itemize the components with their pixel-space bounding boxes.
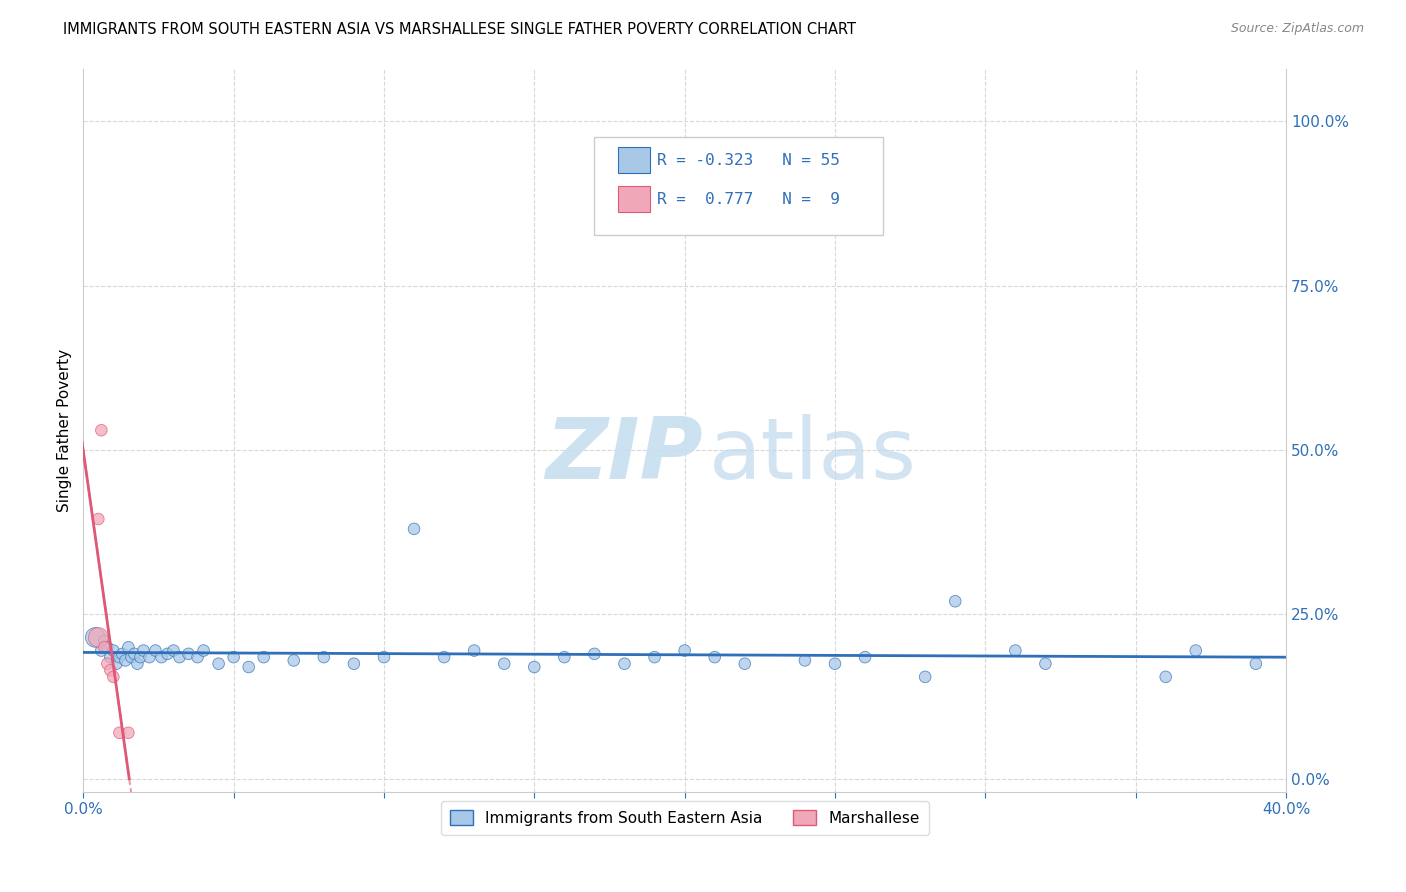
Point — [253, 650, 276, 665]
Point — [312, 650, 335, 665]
Point — [117, 725, 139, 739]
Y-axis label: Single Father Poverty: Single Father Poverty — [58, 349, 72, 512]
Point — [463, 643, 485, 657]
Point — [1154, 670, 1177, 684]
Point — [187, 650, 209, 665]
Point — [177, 647, 200, 661]
Text: Source: ZipAtlas.com: Source: ZipAtlas.com — [1230, 22, 1364, 36]
Point — [87, 631, 110, 645]
Point — [1004, 643, 1026, 657]
Point — [90, 643, 112, 657]
Point — [1184, 643, 1206, 657]
Point — [238, 660, 260, 674]
Point — [103, 643, 125, 657]
Point — [129, 650, 152, 665]
Point — [523, 660, 546, 674]
Point — [433, 650, 456, 665]
FancyBboxPatch shape — [595, 137, 883, 235]
FancyBboxPatch shape — [619, 147, 650, 173]
Point — [98, 650, 121, 665]
Point — [583, 647, 606, 661]
Point — [108, 725, 131, 739]
Point — [373, 650, 395, 665]
Point — [283, 653, 305, 667]
Point — [132, 643, 155, 657]
Point — [93, 640, 115, 655]
Point — [114, 653, 136, 667]
Text: atlas: atlas — [709, 414, 917, 497]
Point — [193, 643, 215, 657]
Point — [914, 670, 936, 684]
Point — [105, 657, 128, 671]
Point — [343, 657, 366, 671]
Point — [402, 522, 425, 536]
FancyBboxPatch shape — [619, 186, 650, 212]
Point — [127, 657, 149, 671]
Point — [117, 640, 139, 655]
Point — [111, 647, 134, 661]
Legend: Immigrants from South Eastern Asia, Marshallese: Immigrants from South Eastern Asia, Mars… — [440, 801, 928, 835]
Point — [162, 643, 184, 657]
Point — [124, 647, 146, 661]
Point — [943, 594, 966, 608]
Point — [1244, 657, 1267, 671]
Point — [824, 657, 846, 671]
Text: R = -0.323   N = 55: R = -0.323 N = 55 — [657, 153, 839, 168]
Point — [150, 650, 173, 665]
Point — [853, 650, 876, 665]
Point — [98, 663, 121, 677]
Text: ZIP: ZIP — [546, 414, 703, 497]
Point — [84, 631, 107, 645]
Point — [494, 657, 516, 671]
Point — [169, 650, 191, 665]
Point — [673, 643, 696, 657]
Point — [108, 650, 131, 665]
Point — [207, 657, 229, 671]
Point — [103, 670, 125, 684]
Point — [87, 512, 110, 526]
Point — [553, 650, 575, 665]
Point — [90, 423, 112, 437]
Point — [96, 640, 118, 655]
Point — [644, 650, 666, 665]
Text: IMMIGRANTS FROM SOUTH EASTERN ASIA VS MARSHALLESE SINGLE FATHER POVERTY CORRELAT: IMMIGRANTS FROM SOUTH EASTERN ASIA VS MA… — [63, 22, 856, 37]
Point — [793, 653, 815, 667]
Point — [156, 647, 179, 661]
Point — [138, 650, 160, 665]
Point — [734, 657, 756, 671]
Point — [120, 650, 142, 665]
Point — [613, 657, 636, 671]
Point — [222, 650, 245, 665]
Point — [1035, 657, 1057, 671]
Point — [93, 633, 115, 648]
Point — [145, 643, 167, 657]
Text: R =  0.777   N =  9: R = 0.777 N = 9 — [657, 192, 839, 207]
Point — [96, 657, 118, 671]
Point — [703, 650, 725, 665]
